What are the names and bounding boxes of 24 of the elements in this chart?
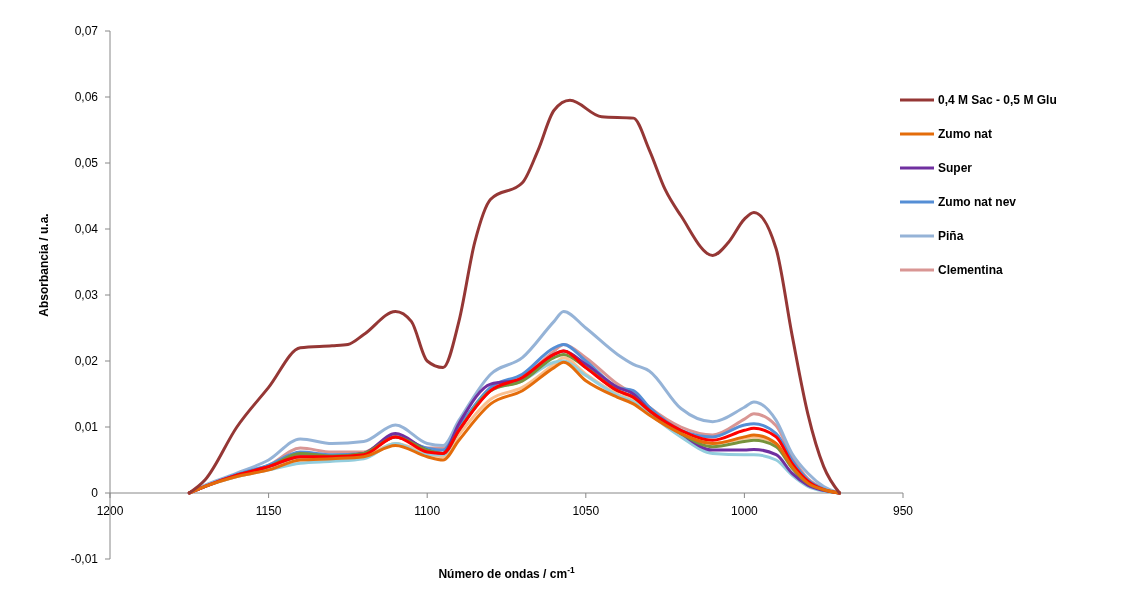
x-tick-label: 1050 (572, 504, 600, 518)
y-tick-label: 0,01 (74, 420, 99, 435)
x-tick-label: 1100 (414, 504, 441, 518)
y-tick-label: 0,07 (74, 24, 99, 39)
x-tick-label: 1000 (731, 504, 759, 518)
x-axis-title: Número de ondas / cm$^{-1}$ (438, 565, 575, 581)
y-tick-label: 0,04 (74, 222, 99, 237)
y-tick-label: 0 (91, 486, 99, 501)
y-tick-label: 0,05 (74, 156, 99, 171)
legend-label: Zumo nat nev (938, 195, 1017, 210)
y-tick-label: -0,01 (70, 552, 99, 567)
legend-label: Super (938, 161, 973, 176)
legend-label: Clementina (938, 263, 1004, 278)
legend-label: Piña (938, 229, 964, 244)
y-tick-label: 0,02 (74, 354, 99, 369)
legend-label: Zumo nat (938, 127, 992, 142)
x-tick-label: 1150 (255, 504, 282, 518)
y-tick-label: 0,06 (74, 90, 99, 105)
y-axis-title: Absorbancia / u.a. (37, 213, 51, 317)
legend-label: 0,4 M Sac - 0,5 M Glu (938, 93, 1057, 108)
y-tick-label: 0,03 (74, 288, 99, 303)
line-series (187, 98, 842, 495)
x-tick-label: 950 (892, 504, 914, 518)
x-tick-label: 1200 (96, 504, 124, 518)
